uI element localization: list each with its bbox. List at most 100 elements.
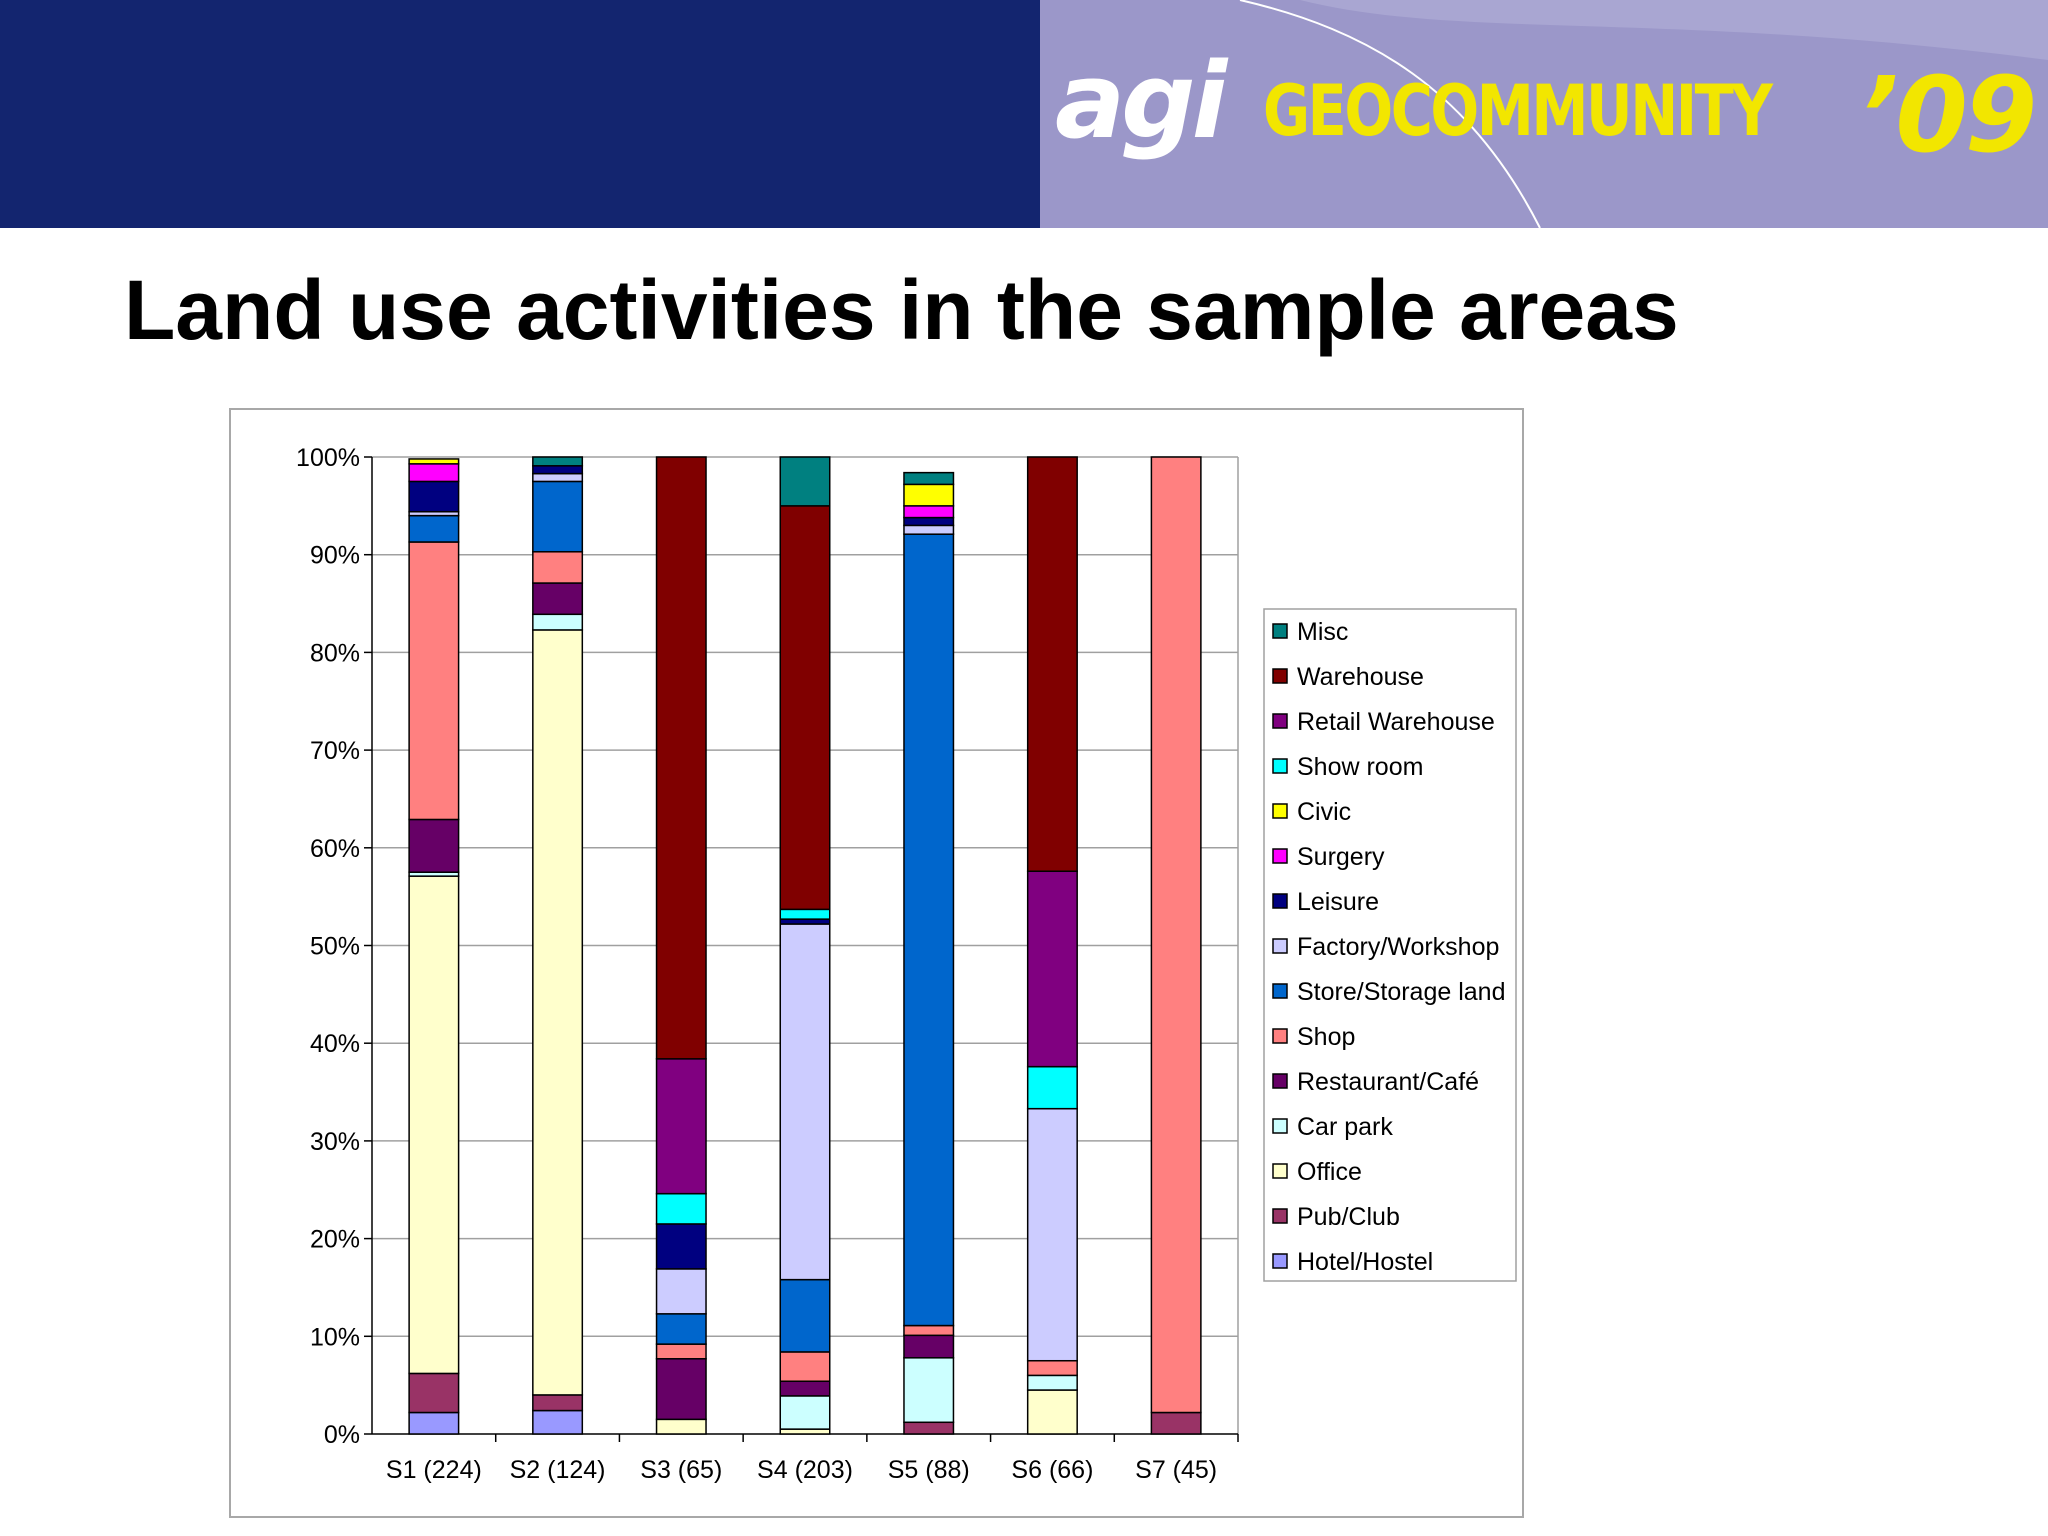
stacked-bar-chart: 0% 10% 20% 30% 40% 50% 60% 70% 80% 90% 100% S1 (224… [296,444,1517,1484]
bar-segment-car-park [532,613,584,631]
bar-segment-restaurant-caf [655,1358,707,1421]
bar-segment-restaurant-caf [408,818,460,873]
legend-label-show-room: Show room [1297,753,1423,781]
chart-frame: 0% 10% 20% 30% 40% 50% 60% 70% 80% 90% 100% S1 (224… [229,408,1524,1518]
legend-swatch-surgery [1272,848,1288,864]
bar-segment-leisure [655,1223,707,1270]
bar-segment-warehouse [655,456,707,1060]
y-tick-label: 40% [310,1030,360,1058]
x-tick-label: S4 (203) [757,1456,853,1484]
banner-right-panel [1040,0,2048,228]
bar-segment-surgery [408,463,460,483]
bar-segment-factory-workshop [903,524,955,535]
bar-segment-store-storage-land [532,480,584,553]
bar-segment-car-park [779,1395,831,1430]
y-tick-label: 100% [296,444,360,472]
bar-segment-leisure [532,465,584,475]
legend-swatch-restaurant-caf [1272,1073,1288,1089]
legend-swatch-hotel-hostel [1272,1253,1288,1269]
bar-segment-store-storage-land [903,533,955,1327]
y-tick-label: 0% [324,1421,360,1449]
bar-segment-show-room [779,908,831,920]
legend-label-factory-workshop: Factory/Workshop [1297,933,1499,961]
bar-segment-pub-club [408,1372,460,1414]
bar-segment-factory-workshop [779,923,831,1281]
bar-segment-office [655,1418,707,1435]
y-tick-label: 90% [310,542,360,570]
y-tick-label: 80% [310,639,360,667]
legend-swatch-pub-club [1272,1208,1288,1224]
logo-geocommunity-text: GEOCOMMUNITY [1263,70,1773,152]
bar-segment-restaurant-caf [779,1380,831,1397]
legend-label-misc: Misc [1297,618,1348,646]
legend-label-pub-club: Pub/Club [1297,1203,1400,1231]
bar-segment-shop [1026,1359,1078,1377]
bar-segment-office [532,629,584,1396]
bar-segment-retail-warehouse [1026,870,1078,1068]
bar-segment-retail-warehouse [655,1058,707,1195]
bar-segment-warehouse [1026,456,1078,872]
bar-segment-office [1026,1389,1078,1435]
legend-swatch-store-storage-land [1272,983,1288,999]
bar-segment-misc [903,471,955,486]
bar-segment-hotel-hostel [532,1409,584,1435]
banner-left-panel [0,0,1040,228]
bar-segment-restaurant-caf [903,1334,955,1359]
bar-segment-shop [408,541,460,821]
legend-swatch-shop [1272,1028,1288,1044]
legend-swatch-civic [1272,803,1288,819]
y-tick-label: 10% [310,1323,360,1351]
legend-swatch-factory-workshop [1272,938,1288,954]
bar-segment-shop [779,1351,831,1382]
banner-swoosh-graphic [1040,0,2048,228]
bar-segment-pub-club [532,1394,584,1412]
logo-agi-text: agi [1055,40,1227,162]
legend-label-leisure: Leisure [1297,888,1379,916]
bar-segment-factory-workshop [655,1268,707,1315]
x-tick-label: S3 (65) [640,1456,722,1484]
x-tick-label: S7 (45) [1135,1456,1217,1484]
legend-swatch-leisure [1272,893,1288,909]
bar-segment-store-storage-land [655,1313,707,1345]
y-tick-label: 30% [310,1128,360,1156]
bar-segment-factory-workshop [1026,1107,1078,1362]
legend-swatch-show-room [1272,758,1288,774]
y-tick-label: 20% [310,1226,360,1254]
legend-label-retail-warehouse: Retail Warehouse [1297,708,1495,736]
legend-label-surgery: Surgery [1297,843,1385,871]
bar-segment-leisure [408,480,460,513]
bar-segment-show-room [655,1192,707,1225]
legend-swatch-misc [1272,623,1288,639]
bar-segment-leisure [903,516,955,527]
legend-swatch-retail-warehouse [1272,713,1288,729]
slide-title: Land use activities in the sample areas [124,263,1679,357]
bar-segment-shop [532,551,584,584]
chart-legend [1263,608,1517,1282]
bar-segment-car-park [1026,1374,1078,1391]
bar-segment-restaurant-caf [532,582,584,616]
bar-segment-shop [1150,456,1202,1414]
legend-label-civic: Civic [1297,798,1351,826]
legend-label-warehouse: Warehouse [1297,663,1424,691]
bar-segment-store-storage-land [779,1278,831,1353]
bar-segment-civic [903,483,955,507]
bar-segment-factory-workshop [532,472,584,483]
bar-segment-shop [655,1343,707,1360]
bar-segment-misc [532,456,584,467]
legend-swatch-warehouse [1272,668,1288,684]
x-tick-label: S6 (66) [1011,1456,1093,1484]
bar-segment-surgery [903,505,955,519]
bar-segment-show-room [1026,1065,1078,1110]
bar-segment-misc [779,456,831,507]
bar-segment-car-park [903,1357,955,1424]
legend-swatch-office [1272,1163,1288,1179]
legend-label-store-storage-land: Store/Storage land [1297,978,1505,1006]
bar-segment-warehouse [779,505,831,911]
legend-label-car-park: Car park [1297,1113,1393,1141]
x-tick-label: S5 (88) [888,1456,970,1484]
bar-segment-hotel-hostel [408,1411,460,1435]
legend-label-restaurant-caf: Restaurant/Café [1297,1068,1479,1096]
bar-segment-store-storage-land [408,514,460,543]
y-tick-label: 70% [310,737,360,765]
legend-label-office: Office [1297,1158,1362,1186]
